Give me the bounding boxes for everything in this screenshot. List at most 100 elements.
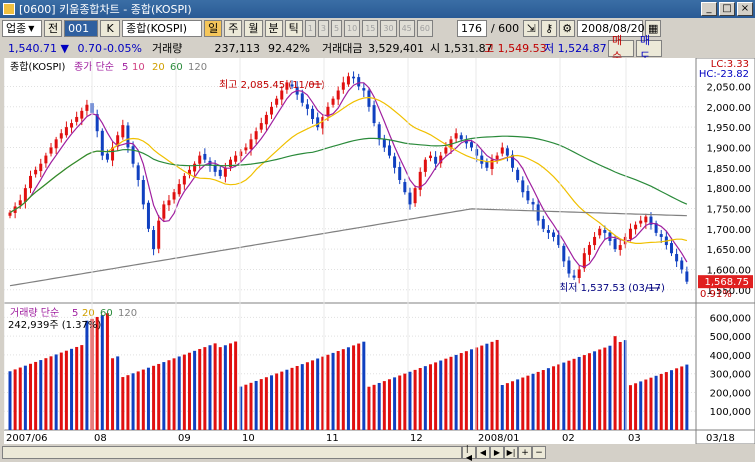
period-month-button[interactable]: 월 [244, 19, 263, 37]
volume-bar [59, 352, 63, 430]
candle-body [618, 245, 622, 250]
maximize-button[interactable]: □ [719, 2, 735, 16]
candle-body [131, 146, 135, 164]
candle-body [413, 188, 417, 204]
candle-body [669, 243, 673, 254]
volume-bar [162, 362, 166, 430]
candle-body [577, 269, 581, 279]
chart-area[interactable]: 2,050.00 2,000.00 1,950.00 1,900.00 1,850.00… [3, 57, 755, 446]
candle-body [126, 125, 130, 148]
candle-body [275, 98, 279, 105]
scroll-first-icon[interactable]: |◀ [462, 444, 476, 462]
candle-body [536, 204, 540, 221]
volume-bar [157, 363, 161, 430]
candle-body [280, 90, 284, 100]
volume-bar [126, 375, 130, 430]
code-search-icon[interactable]: K [100, 19, 121, 37]
volume-bar [654, 375, 658, 430]
x-tick-label: 03/18 [706, 433, 735, 444]
volume-bar [505, 383, 509, 430]
candle-body [311, 108, 315, 119]
candle-body [321, 116, 325, 129]
candle-body [285, 82, 289, 90]
volume-bar [552, 366, 556, 430]
axis-panel [695, 57, 755, 445]
candle-body [249, 139, 253, 150]
x-tick-label: 12 [410, 433, 423, 444]
last-pct-label: 0.91% [700, 289, 732, 300]
minute-30-button[interactable]: 30 [380, 19, 397, 37]
scroll-next-icon[interactable]: ▶ [490, 446, 504, 459]
app-icon [3, 3, 15, 15]
minute-1-button[interactable]: 1 [304, 19, 316, 37]
legend-ma-10: 10 [132, 62, 145, 73]
chart-svg[interactable]: 2,050.00 2,000.00 1,950.00 1,900.00 1,850.00… [3, 57, 755, 445]
volume-bar [34, 361, 38, 430]
minute-3-button[interactable]: 3 [317, 19, 329, 37]
period-day-button[interactable]: 일 [204, 19, 223, 37]
zoom-in-icon[interactable]: + [518, 446, 532, 459]
volume-bar [475, 347, 479, 430]
prev-button[interactable]: 전 [44, 19, 63, 37]
volume-bar [44, 358, 48, 430]
minute-5-button[interactable]: 5 [330, 19, 343, 37]
minute-60-button[interactable]: 60 [416, 19, 433, 37]
minute-10-button[interactable]: 10 [344, 19, 361, 37]
volume-bar [408, 371, 412, 430]
candle-body [398, 166, 402, 180]
scroll-prev-icon[interactable]: ◀ [476, 446, 490, 459]
minute-15-button[interactable]: 15 [362, 19, 379, 37]
ma-5-line [9, 82, 688, 268]
period-week-button[interactable]: 주 [224, 19, 243, 37]
candle-body [357, 77, 361, 87]
period-minute-button[interactable]: 분 [264, 19, 283, 37]
minimize-button[interactable]: _ [701, 2, 717, 16]
buy-button[interactable]: 매수 [608, 34, 634, 63]
amount-value: 3,529,401 [368, 41, 424, 55]
volume-bar [213, 343, 217, 430]
zoom-icon[interactable]: ⇲ [523, 19, 540, 37]
vol-legend-title: 거래량 단순 [10, 307, 59, 319]
market-select[interactable]: 업종 ▼ [2, 19, 42, 37]
x-tick-label: 03 [628, 433, 641, 444]
candle-body [628, 228, 632, 239]
candle-body [377, 124, 381, 140]
zoom-out-icon[interactable]: − [532, 446, 546, 459]
scroll-last-icon[interactable]: ▶| [504, 446, 518, 459]
candle-body [264, 114, 268, 125]
horizontal-scrollbar[interactable] [2, 446, 462, 459]
volume-bar [521, 377, 525, 430]
candle-body [587, 245, 591, 255]
candle-body [598, 228, 602, 236]
candle-body [475, 149, 479, 156]
y-tick-label: 1,700.00 [706, 225, 751, 236]
candle-body [582, 253, 586, 269]
count-total: / 600 [490, 21, 520, 35]
ma-20-line [9, 96, 688, 244]
count-input[interactable]: 176 [456, 19, 487, 37]
date-input[interactable]: 2008/08/20 [577, 19, 645, 37]
chart-scroll-bar: |◀ ◀ ▶ ▶| + − [0, 444, 755, 462]
sell-button[interactable]: 매도 [636, 34, 662, 63]
volume-bar [387, 379, 391, 430]
calendar-icon[interactable]: ▦ [645, 19, 662, 37]
volume-bar [275, 373, 279, 430]
vol-tick-label: 200,000 [710, 388, 751, 399]
volume-bar [680, 366, 684, 430]
volume-bar [290, 367, 294, 430]
volume-bar [198, 348, 202, 430]
volume-bar [459, 353, 463, 430]
settings-icon[interactable]: ⚙ [559, 19, 576, 37]
candle-body [162, 204, 166, 219]
key-icon[interactable]: ⚷ [541, 19, 558, 37]
vol-legend-120: 120 [118, 308, 137, 319]
minute-45-button[interactable]: 45 [398, 19, 415, 37]
volume-bar [167, 360, 171, 430]
candle-body [444, 147, 448, 154]
close-button[interactable]: × [737, 2, 753, 16]
candle-body [408, 192, 412, 205]
hc-label: HC:-23.82 [699, 69, 749, 80]
vol-current-value: 242,939주 (1.37%) [8, 320, 101, 331]
period-tick-button[interactable]: 틱 [284, 19, 303, 37]
code-input[interactable]: 001 [64, 19, 99, 37]
